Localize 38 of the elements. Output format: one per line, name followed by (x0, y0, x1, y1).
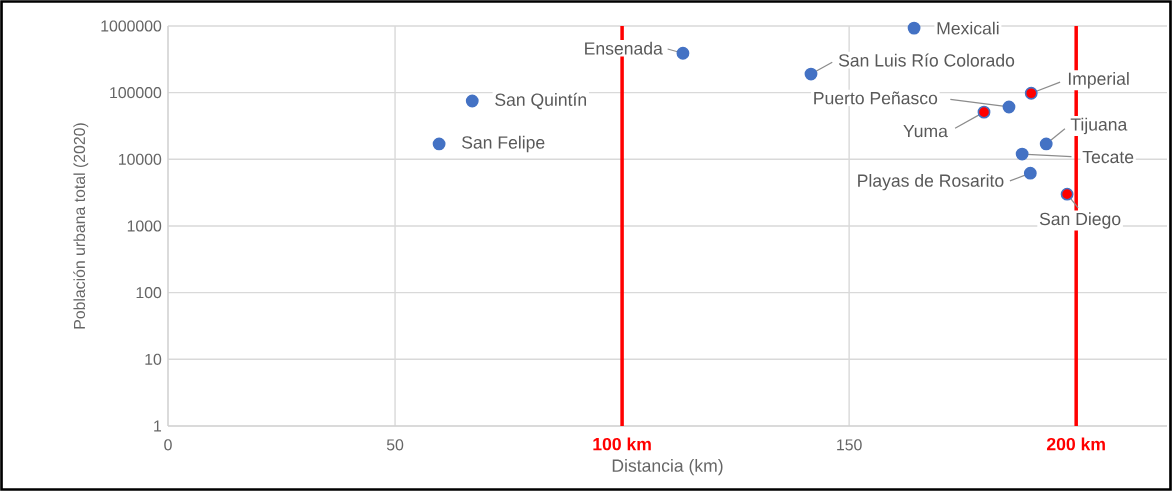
point (1002, 100, 1016, 114)
annotation: Mexicali (937, 21, 999, 35)
ref-line-label: 200 km (1046, 437, 1105, 451)
point (907, 21, 921, 35)
y-tick-label: 100 (136, 287, 162, 299)
annotation: San Diego (1039, 212, 1121, 229)
annotation: Puerto Peñasco (814, 91, 938, 105)
ref-line-label: 100 km (593, 437, 651, 451)
y-tick-label: 10000 (119, 153, 162, 165)
annotation: Tecate (1082, 150, 1134, 164)
point (1023, 166, 1037, 180)
x-tick-label: 50 (386, 439, 404, 451)
annotation: Tijuana (1070, 117, 1128, 135)
point (1039, 137, 1053, 151)
annotation: Imperial (1068, 72, 1129, 89)
x-tick-label: 150 (837, 439, 862, 451)
point (1060, 187, 1074, 201)
annotation: San Felipe (462, 135, 545, 153)
point (676, 46, 690, 60)
point (1024, 86, 1038, 100)
y-tick-label: 1 (154, 420, 162, 432)
point (977, 105, 991, 119)
y-tick-label: 100000 (110, 87, 162, 99)
y-axis-title: Población urbana total (2020) (73, 123, 89, 329)
annotation: San Luis Río Colorado (838, 53, 1015, 67)
annotation: Playas de Rosarito (858, 173, 1004, 191)
y-tick-label: 10 (145, 353, 162, 365)
x-tick-label: 0 (164, 439, 172, 451)
point (465, 94, 479, 108)
point (804, 67, 818, 81)
y-tick-label: 1000 (127, 220, 162, 232)
x-axis-title: Distancia (km) (612, 458, 723, 476)
annotation: San Quintín (495, 92, 586, 110)
point (432, 137, 446, 151)
y-tick-label: 1000000 (101, 20, 162, 32)
point (1015, 147, 1029, 161)
annotation: Yuma (903, 125, 948, 138)
annotation: Ensenada (585, 41, 663, 55)
